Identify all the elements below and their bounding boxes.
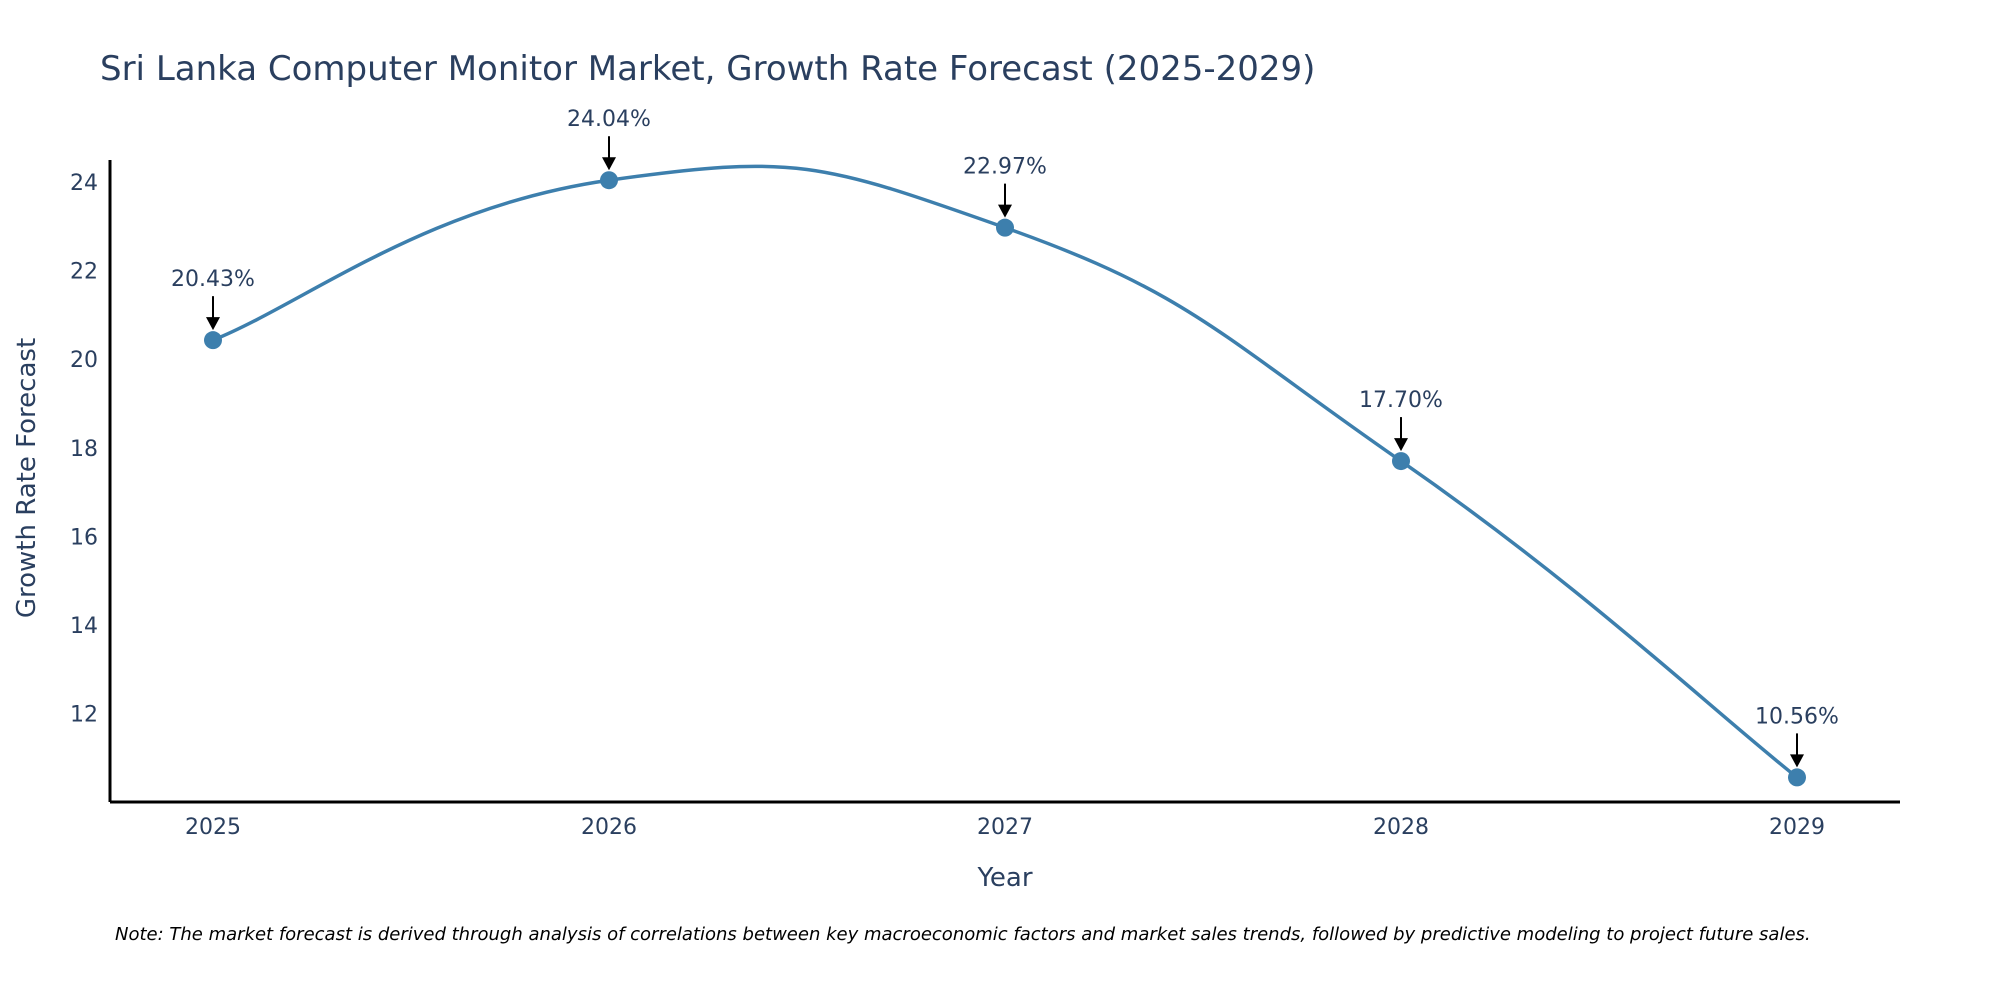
y-tick-label: 22 bbox=[70, 260, 98, 285]
y-tick-label: 16 bbox=[70, 525, 98, 550]
y-tick-label: 14 bbox=[70, 614, 98, 639]
x-axis: 2025 2026 2027 2028 2029 bbox=[110, 800, 1900, 840]
x-tick-label: 2026 bbox=[581, 815, 637, 840]
y-tick-label: 20 bbox=[70, 348, 98, 373]
series-line bbox=[212, 164, 1799, 779]
growth-rate-series bbox=[204, 164, 1806, 787]
x-tick-label: 2029 bbox=[1769, 815, 1825, 840]
data-label-annotations: 20.43% 24.04% 22.97% 17.70% 10.56% bbox=[171, 107, 1839, 768]
annotation-arrow-head bbox=[206, 317, 220, 331]
data-label: 17.70% bbox=[1359, 388, 1443, 413]
data-point bbox=[600, 171, 618, 190]
annotation-arrow-head bbox=[1394, 438, 1408, 452]
y-axis-title: Growth Rate Forecast bbox=[12, 338, 42, 618]
annotation-arrow-head bbox=[998, 204, 1012, 218]
y-tick-label: 12 bbox=[70, 703, 98, 728]
x-tick-label: 2027 bbox=[977, 815, 1033, 840]
x-tick-label: 2028 bbox=[1373, 815, 1429, 840]
data-point bbox=[1392, 452, 1410, 471]
x-axis-title: Year bbox=[976, 863, 1032, 893]
chart-title: Sri Lanka Computer Monitor Market, Growt… bbox=[100, 49, 1315, 89]
x-tick-label: 2025 bbox=[185, 815, 241, 840]
footnote: Note: The market forecast is derived thr… bbox=[115, 924, 1811, 945]
data-label: 24.04% bbox=[567, 107, 651, 132]
data-point bbox=[204, 331, 222, 350]
annotation-arrow-head bbox=[1790, 754, 1804, 768]
y-tick-label: 24 bbox=[70, 171, 98, 196]
annotation-arrow-head bbox=[602, 157, 616, 171]
data-label: 22.97% bbox=[963, 155, 1047, 180]
data-label: 10.56% bbox=[1755, 704, 1839, 729]
y-axis: 12 14 16 18 20 22 24 bbox=[70, 160, 112, 802]
data-point bbox=[996, 218, 1014, 237]
data-point bbox=[1788, 768, 1806, 787]
y-tick-label: 18 bbox=[70, 437, 98, 462]
data-label: 20.43% bbox=[171, 267, 255, 292]
